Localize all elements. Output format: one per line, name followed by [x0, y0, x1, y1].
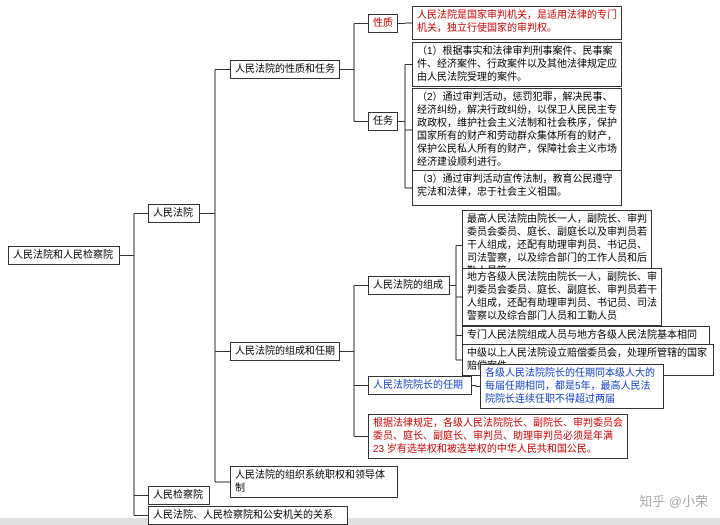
- node-a3: 人民法院、人民检察院和公安机关的关系: [148, 506, 348, 525]
- watermark: 知乎 @小荣: [639, 491, 708, 510]
- node-c5: 根据法律规定，各级人民法院院长、副院长、审判委员会委员、庭长、副庭长、审判员、助…: [368, 414, 628, 459]
- node-c4: 人民法院院长的任期: [368, 376, 472, 395]
- node-c2: 任务: [368, 112, 398, 131]
- diagram-canvas: 人民法院和人民检察院人民法院人民检察院人民法院、人民检察院和公安机关的关系人民法…: [0, 0, 720, 518]
- node-b2: 人民法院的组成和任期: [230, 342, 340, 361]
- connector: [120, 214, 148, 516]
- node-c2c: （3）通过审判活动宣传法制，教育公民遵守宪法和法律，忠于社会主义祖国。: [412, 170, 622, 206]
- node-b1: 人民法院的性质和任务: [230, 60, 340, 79]
- node-c3: 人民法院的组成: [368, 276, 450, 295]
- node-c2b: （2）通过审判活动，惩罚犯罪，解决民事、经济纠纷，解决行政纠纷，以保卫人民民主专…: [412, 88, 622, 172]
- node-c3b: 地方各级人民法院由院长一人，副院长、审判委员会委员、庭长、副庭长、审判员若干人组…: [462, 268, 662, 326]
- node-c2a: （1）根据事实和法律审判刑事案件、民事案件、经济案件、行政案件以及其他法律规定应…: [412, 42, 622, 87]
- node-c1v: 人民法院是国家审判机关，是适用法律的专门机关，独立行使国家的审判权。: [412, 6, 622, 40]
- connector: [200, 70, 230, 483]
- connector: [340, 286, 368, 437]
- connector: [340, 24, 368, 122]
- node-b3: 人民法院的组织系统职权和领导体制: [230, 466, 398, 498]
- node-a2: 人民检察院: [148, 486, 210, 505]
- node-c4v: 各级人民法院院长的任期同本级人大的每届任期相同，都是5年，最高人民法院院长连续任…: [480, 364, 664, 409]
- node-a1: 人民法院: [148, 204, 200, 223]
- connector: [398, 23, 412, 24]
- connector: [450, 246, 462, 361]
- node-root: 人民法院和人民检察院: [8, 246, 120, 265]
- node-c1: 性质: [368, 14, 398, 33]
- node-c3c: 专门人民法院组成人员与地方各级人民法院基本相同: [462, 326, 710, 345]
- connector: [398, 65, 412, 189]
- connector: [472, 386, 480, 387]
